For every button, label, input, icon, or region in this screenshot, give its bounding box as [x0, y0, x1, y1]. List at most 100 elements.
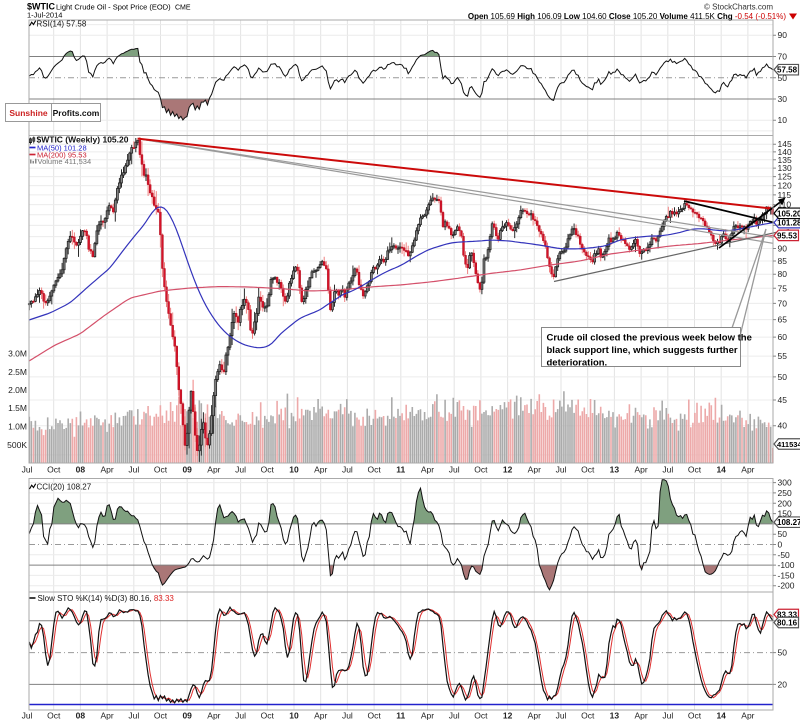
svg-text:CCI(20) 108.27: CCI(20) 108.27 — [37, 483, 92, 492]
svg-text:Jul: Jul — [235, 711, 246, 721]
svg-text:Jul: Jul — [556, 711, 567, 721]
svg-text:Jul: Jul — [22, 711, 33, 721]
svg-text:Oct: Oct — [688, 465, 702, 475]
svg-text:CME: CME — [175, 5, 191, 12]
svg-text:Apr: Apr — [741, 711, 754, 721]
svg-text:3.0M: 3.0M — [8, 349, 27, 359]
svg-text:30: 30 — [778, 94, 788, 104]
svg-text:Jul: Jul — [235, 465, 246, 475]
svg-text:10: 10 — [289, 711, 299, 721]
svg-text:2.5M: 2.5M — [8, 367, 27, 377]
svg-text:Jul: Jul — [662, 465, 673, 475]
svg-text:Slow STO %K(14) %D(3) 80.16, 8: Slow STO %K(14) %D(3) 80.16, 83.33 — [38, 594, 175, 603]
svg-text:250: 250 — [778, 488, 792, 498]
svg-text:Oct: Oct — [154, 465, 168, 475]
svg-text:Apr: Apr — [207, 711, 220, 721]
svg-text:08: 08 — [76, 711, 86, 721]
svg-text:Apr: Apr — [314, 465, 327, 475]
svg-text:Jul: Jul — [449, 465, 460, 475]
svg-text:105.20: 105.20 — [777, 209, 800, 218]
svg-text:Apr: Apr — [207, 465, 220, 475]
svg-text:200: 200 — [778, 498, 792, 508]
svg-text:12: 12 — [503, 465, 513, 475]
svg-text:08: 08 — [76, 465, 86, 475]
svg-text:65: 65 — [778, 315, 788, 325]
svg-text:MA(200) 95.53: MA(200) 95.53 — [37, 151, 87, 160]
svg-text:Volume 411,534: Volume 411,534 — [38, 157, 92, 166]
svg-text:Apr: Apr — [421, 465, 434, 475]
svg-text:0: 0 — [778, 540, 783, 550]
svg-text:Apr: Apr — [314, 711, 327, 721]
svg-text:Apr: Apr — [528, 465, 541, 475]
svg-text:© StockCharts.com: © StockCharts.com — [704, 3, 773, 12]
svg-text:Oct: Oct — [474, 465, 488, 475]
svg-text:140: 140 — [778, 147, 792, 157]
svg-text:$WTIC (Weekly) 105.20: $WTIC (Weekly) 105.20 — [37, 135, 129, 145]
svg-text:Oct: Oct — [47, 465, 61, 475]
svg-text:Oct: Oct — [154, 711, 168, 721]
svg-text:Jul: Jul — [556, 465, 567, 475]
svg-text:115: 115 — [778, 190, 792, 200]
svg-text:85: 85 — [778, 256, 788, 266]
svg-text:Profits.com: Profits.com — [53, 108, 100, 118]
svg-text:50: 50 — [778, 648, 788, 658]
svg-text:95.53: 95.53 — [777, 231, 798, 240]
svg-text:1.5M: 1.5M — [8, 403, 27, 413]
svg-text:90: 90 — [778, 30, 788, 40]
svg-text:70: 70 — [778, 52, 788, 62]
svg-text:Apr: Apr — [100, 711, 113, 721]
svg-text:300: 300 — [778, 478, 792, 488]
svg-text:20: 20 — [778, 679, 788, 689]
svg-text:13: 13 — [610, 465, 620, 475]
svg-text:Oct: Oct — [261, 465, 275, 475]
svg-text:Apr: Apr — [421, 711, 434, 721]
svg-text:Jul: Jul — [342, 465, 353, 475]
svg-text:Oct: Oct — [688, 711, 702, 721]
svg-text:Crude oil closed the previous: Crude oil closed the previous week below… — [547, 333, 752, 344]
svg-text:Oct: Oct — [261, 711, 275, 721]
svg-text:50: 50 — [778, 529, 788, 539]
svg-text:Jul: Jul — [22, 465, 33, 475]
svg-text:101.28: 101.28 — [777, 219, 800, 228]
svg-text:Jul: Jul — [449, 711, 460, 721]
svg-text:Apr: Apr — [634, 465, 647, 475]
svg-text:14: 14 — [716, 465, 726, 475]
svg-text:deterioration.: deterioration. — [547, 358, 608, 369]
svg-text:80.16: 80.16 — [777, 619, 798, 628]
svg-text:12: 12 — [503, 711, 513, 721]
svg-text:14: 14 — [716, 711, 726, 721]
svg-text:57.58: 57.58 — [777, 66, 798, 75]
svg-text:Oct: Oct — [474, 711, 488, 721]
svg-text:150: 150 — [778, 509, 792, 519]
svg-text:Jul: Jul — [662, 711, 673, 721]
svg-text:-150: -150 — [778, 570, 795, 580]
svg-text:108.27: 108.27 — [777, 518, 800, 527]
svg-text:70: 70 — [778, 298, 788, 308]
svg-text:Jul: Jul — [128, 465, 139, 475]
svg-text:-50: -50 — [778, 550, 791, 560]
svg-text:90: 90 — [778, 244, 788, 254]
svg-text:10: 10 — [289, 465, 299, 475]
svg-text:Light Crude Oil - Spot Price (: Light Crude Oil - Spot Price (EOD) — [56, 3, 171, 12]
svg-text:120: 120 — [778, 181, 792, 191]
svg-text:Apr: Apr — [100, 465, 113, 475]
svg-text:Jul: Jul — [342, 711, 353, 721]
svg-text:13: 13 — [610, 711, 620, 721]
svg-text:40: 40 — [778, 421, 788, 431]
svg-text:Oct: Oct — [367, 465, 381, 475]
svg-text:black support line, which sugg: black support line, which suggests furth… — [547, 345, 738, 356]
svg-text:09: 09 — [182, 711, 192, 721]
svg-text:80: 80 — [778, 269, 788, 279]
svg-text:Jul: Jul — [128, 711, 139, 721]
svg-text:55: 55 — [778, 351, 788, 361]
svg-text:50: 50 — [778, 73, 788, 83]
svg-text:Apr: Apr — [528, 711, 541, 721]
svg-text:11: 11 — [396, 465, 405, 475]
svg-text:45: 45 — [778, 395, 788, 405]
svg-text:Oct: Oct — [367, 711, 381, 721]
svg-text:500K: 500K — [7, 440, 27, 450]
svg-text:2.0M: 2.0M — [8, 385, 27, 395]
svg-text:Apr: Apr — [634, 711, 647, 721]
svg-text:Apr: Apr — [741, 465, 754, 475]
svg-text:11: 11 — [396, 711, 405, 721]
